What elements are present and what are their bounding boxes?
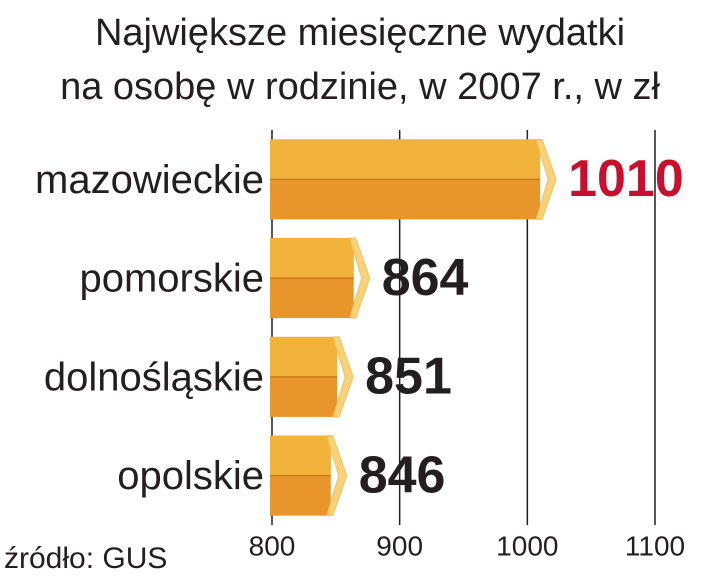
x-tick-label: 900 (376, 530, 423, 561)
value-label: 851 (365, 348, 452, 406)
category-label: opolskie (117, 454, 264, 498)
value-label: 864 (382, 249, 469, 307)
x-tick-label: 800 (249, 530, 296, 561)
bar-top-face (270, 238, 354, 279)
value-label: 1010 (568, 150, 684, 208)
bar-top-face (270, 336, 338, 377)
bar-cap (332, 336, 354, 418)
bar-top-face (270, 435, 331, 476)
category-label: mazowieckie (35, 158, 264, 202)
bar-cap (349, 237, 371, 319)
chart-title: Największe miesięczne wydatki na osobę w… (60, 12, 660, 108)
category-label: pomorskie (79, 257, 264, 301)
bar-cap (535, 138, 557, 220)
value-label: 846 (359, 446, 446, 504)
x-tick-label: 1000 (496, 530, 558, 561)
source-note: źródło: GUS (4, 542, 167, 575)
x-tick-label: 1100 (625, 530, 685, 561)
bar-top-face (270, 139, 541, 180)
category-label: dolnośląskie (44, 355, 264, 399)
bar-cap (326, 435, 348, 517)
